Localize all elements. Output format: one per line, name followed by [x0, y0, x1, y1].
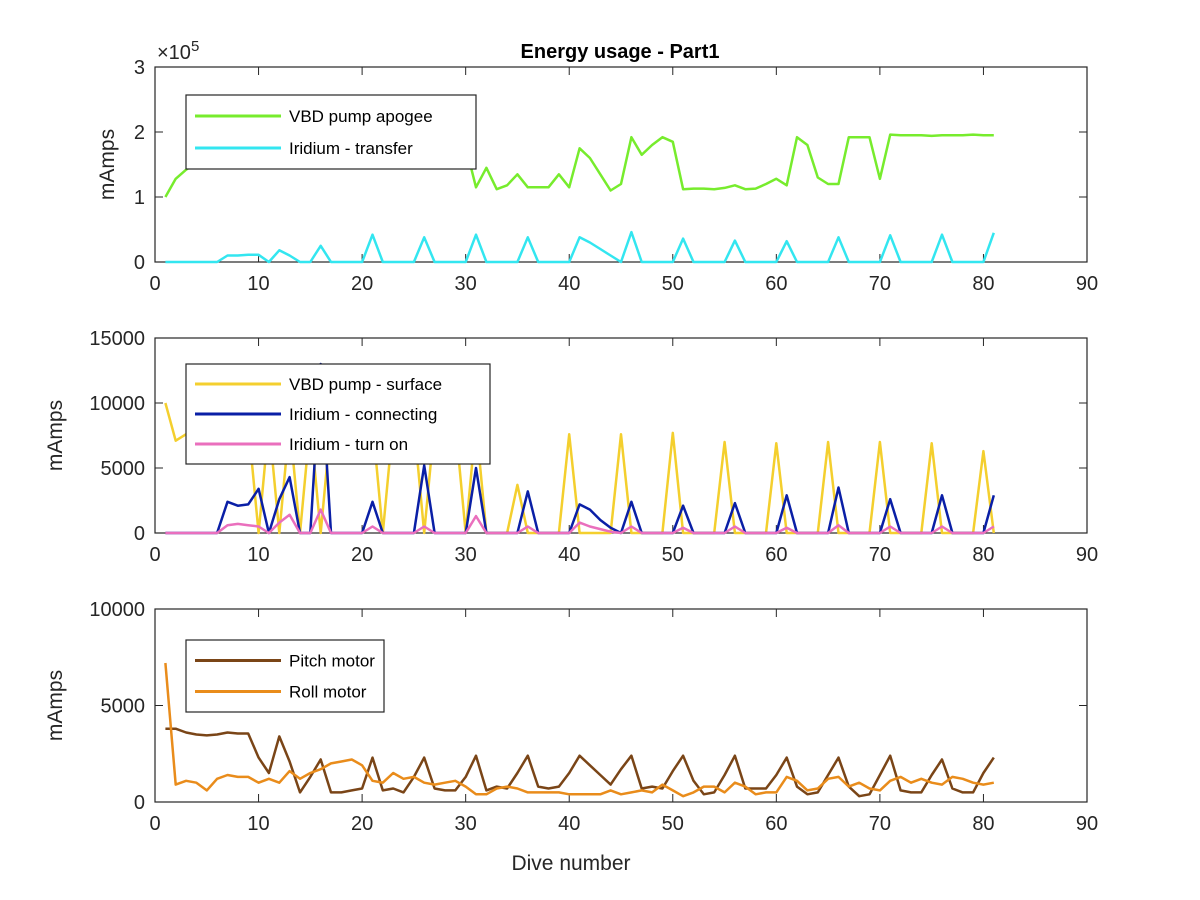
x-tick-label: 60 [765, 813, 787, 835]
x-tick-label: 0 [149, 273, 160, 295]
legend-entry: Iridium - transfer [289, 139, 413, 158]
legend-entry: VBD pump - surface [289, 375, 442, 394]
chart-title: Energy usage - Part1 [521, 41, 720, 63]
y-tick-label: 3 [134, 57, 145, 79]
x-tick-label: 0 [149, 544, 160, 566]
x-tick-label: 90 [1076, 813, 1098, 835]
legend-entry: VBD pump apogee [289, 107, 433, 126]
y-tick-label: 1 [134, 187, 145, 209]
x-tick-label: 50 [662, 813, 684, 835]
series-line-pitch-motor [165, 727, 995, 798]
series-line-iridium-turn-on [165, 508, 995, 535]
y-axis-label: mAmps [96, 129, 119, 200]
x-tick-label: 50 [662, 273, 684, 295]
x-tick-label: 80 [972, 544, 994, 566]
legend-entry: Pitch motor [289, 652, 375, 671]
x-tick-label: 10 [247, 544, 269, 566]
x-tick-label: 30 [455, 273, 477, 295]
x-tick-label: 30 [455, 544, 477, 566]
x-tick-label: 10 [247, 813, 269, 835]
exponent-power: 5 [191, 38, 199, 55]
y-tick-label: 2 [134, 122, 145, 144]
x-tick-label: 0 [149, 813, 160, 835]
x-tick-label: 80 [972, 273, 994, 295]
series-line-iridium-connecting [165, 362, 996, 535]
x-tick-label: 90 [1076, 544, 1098, 566]
y-tick-label: 0 [134, 252, 145, 274]
y-tick-label: 0 [134, 523, 145, 545]
y-tick-label: 10000 [89, 599, 145, 621]
x-tick-label: 40 [558, 273, 580, 295]
x-tick-label: 60 [765, 273, 787, 295]
series-line-roll-motor [164, 662, 995, 798]
x-tick-label: 40 [558, 544, 580, 566]
y-axis-label: mAmps [44, 400, 67, 471]
series-line-iridium-transfer [165, 230, 995, 264]
x-axis-label: Dive number [511, 852, 630, 875]
x-tick-label: 70 [869, 813, 891, 835]
y-exponent-label: ×105 [157, 38, 199, 64]
x-tick-label: 70 [869, 544, 891, 566]
y-axis-label: mAmps [44, 670, 67, 741]
x-tick-label: 20 [351, 273, 373, 295]
legend-entry: Iridium - turn on [289, 435, 408, 454]
y-tick-label: 10000 [89, 393, 145, 415]
y-tick-label: 5000 [101, 458, 146, 480]
x-tick-label: 10 [247, 273, 269, 295]
x-tick-label: 90 [1076, 273, 1098, 295]
y-tick-label: 15000 [89, 328, 145, 350]
legend-box [185, 639, 385, 713]
legend-entry: Iridium - connecting [289, 405, 437, 424]
exponent-base: ×10 [157, 42, 191, 64]
x-tick-label: 20 [351, 544, 373, 566]
y-tick-label: 5000 [101, 696, 146, 718]
x-tick-label: 50 [662, 544, 684, 566]
x-tick-label: 30 [455, 813, 477, 835]
x-tick-label: 60 [765, 544, 787, 566]
legend-box [185, 94, 477, 170]
y-tick-label: 0 [134, 792, 145, 814]
x-tick-label: 40 [558, 813, 580, 835]
x-tick-label: 20 [351, 813, 373, 835]
legend-entry: Roll motor [289, 683, 367, 702]
x-tick-label: 80 [972, 813, 994, 835]
x-tick-label: 70 [869, 273, 891, 295]
